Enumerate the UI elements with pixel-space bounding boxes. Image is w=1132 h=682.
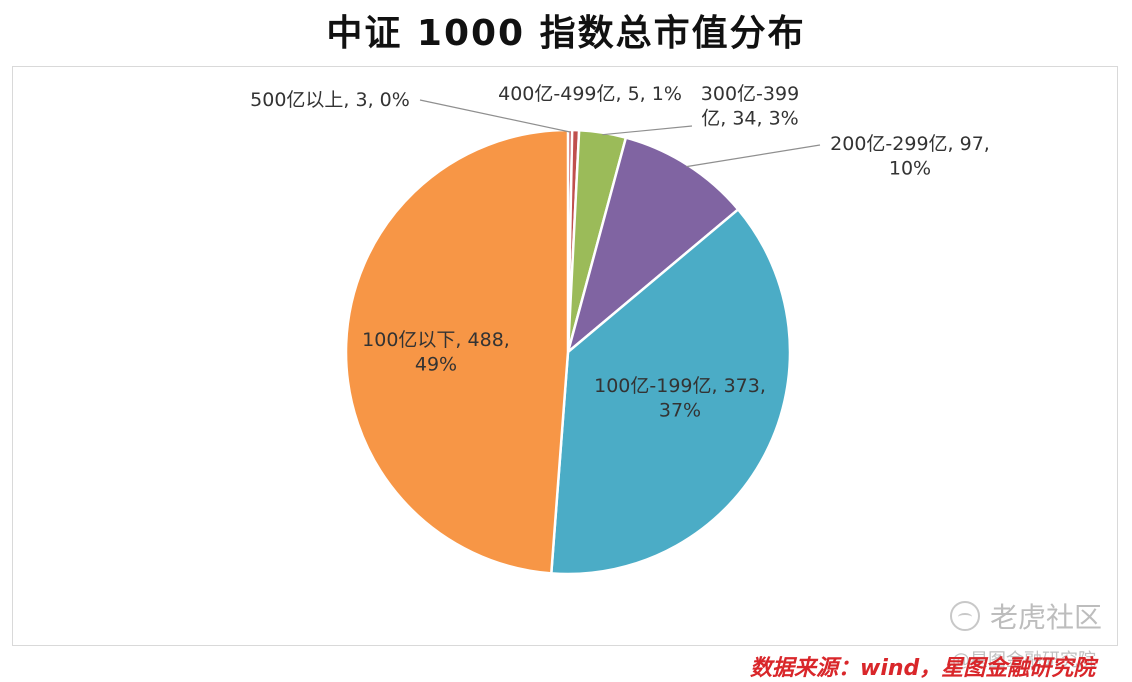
leader-lines [419,99,821,168]
pie-slice-3 [565,136,740,356]
data-label-5: 100亿以下, 488, 49% [362,329,510,376]
watermark-author: @星图金融研究院 [952,650,1096,671]
watermark-logo: 老虎社区 [950,596,1132,636]
data-label-4: 100亿-199亿, 373, 37% [594,375,766,422]
pie-slice-4 [549,207,792,576]
pie-slice-5 [344,128,570,575]
data-label-3: 200亿-299亿, 97, 10% [830,133,990,180]
watermark-brand: 老虎社区 [990,601,1103,634]
leader-line-3 [686,144,821,168]
data-label-1: 400亿-499亿, 5, 1% [498,83,682,105]
pie-slices [344,128,792,576]
chart-title: 中证 1000 指数总市值分布 [326,13,806,54]
data-labels: 500亿以上, 3, 0% 400亿-499亿, 5, 1% 300亿-399 亿, … [250,83,990,422]
leader-line-0 [419,99,571,133]
tiger-logo-icon [950,601,980,631]
data-label-2: 300亿-399 亿, 34, 3% [701,83,799,130]
leader-line-2 [602,125,693,136]
data-label-0: 500亿以上, 3, 0% [250,89,410,111]
source-note: 数据来源：wind，星图金融研究院 [750,656,1096,681]
